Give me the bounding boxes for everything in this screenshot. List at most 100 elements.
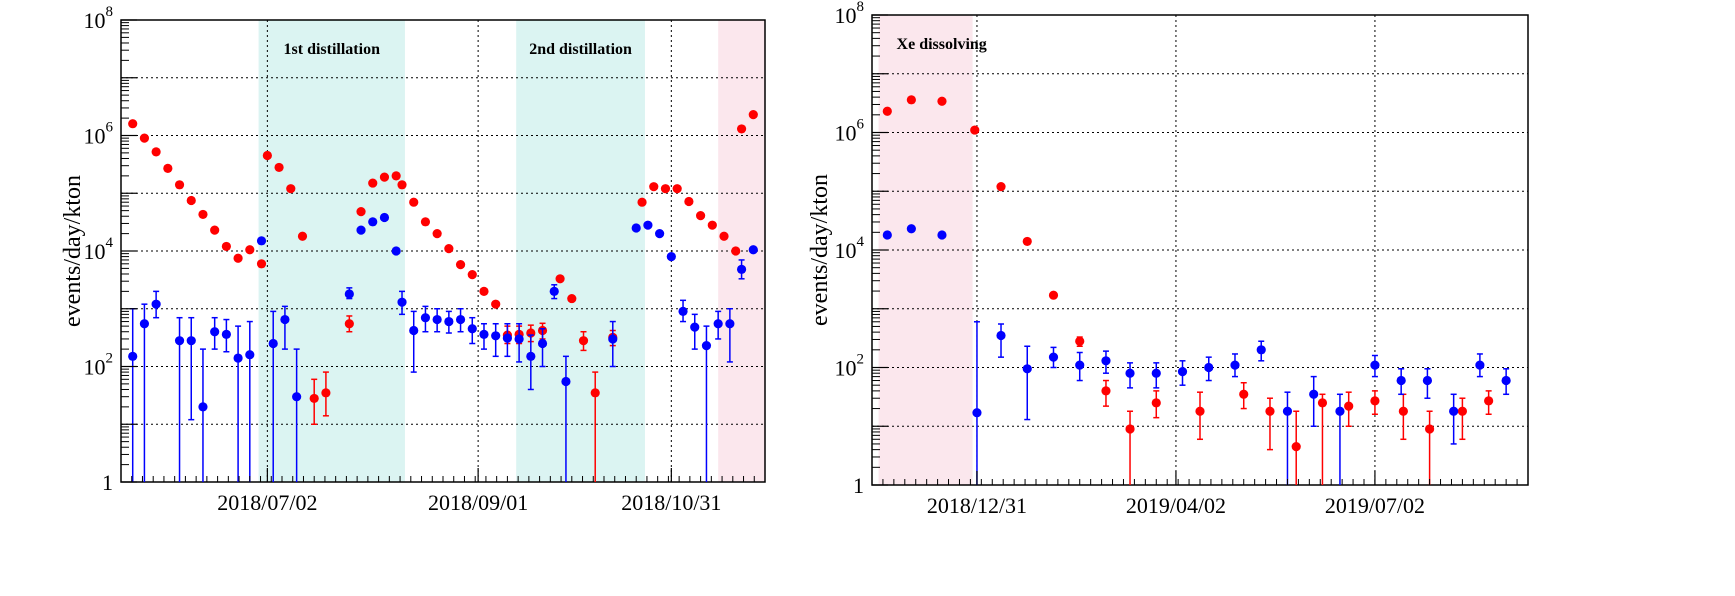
data-point: [1309, 375, 1319, 427]
marker: [221, 329, 231, 339]
marker: [210, 327, 220, 337]
data-point: [139, 133, 150, 143]
marker: [678, 306, 688, 316]
data-point: [502, 322, 512, 358]
data-point: [996, 323, 1006, 358]
marker: [748, 110, 758, 120]
marker: [432, 229, 442, 239]
data-point: [1101, 379, 1111, 407]
marker: [491, 331, 501, 341]
data-point: [1022, 236, 1032, 247]
marker: [701, 341, 712, 351]
data-point: [649, 182, 659, 192]
marker: [397, 180, 407, 190]
marker: [344, 289, 354, 299]
data-point: [432, 229, 442, 239]
marker: [128, 351, 138, 361]
period-label: Xe dissolving: [897, 36, 987, 53]
y-tick-label: 104: [835, 234, 865, 263]
marker: [631, 223, 641, 233]
data-point: [1075, 351, 1085, 382]
data-point: [1048, 290, 1059, 300]
shaded-period-0: [878, 15, 973, 485]
data-point: [221, 241, 231, 252]
data-point: [725, 308, 735, 363]
marker: [906, 95, 916, 105]
marker: [1151, 398, 1161, 408]
marker: [344, 319, 354, 329]
data-point: [970, 125, 980, 135]
data-point: [186, 316, 196, 421]
data-point: [660, 184, 671, 194]
data-point: [637, 197, 647, 207]
y-tick-label: 104: [84, 235, 114, 264]
marker: [479, 329, 489, 339]
marker: [690, 322, 700, 332]
marker: [637, 197, 647, 207]
x-tick-label: 2018/07/02: [217, 490, 317, 515]
y-tick-label: 108: [835, 0, 865, 28]
left-y-axis-label: events/day/kton: [60, 175, 86, 327]
marker: [996, 330, 1006, 341]
data-point: [713, 310, 723, 340]
marker: [660, 184, 671, 194]
right-panel: Xe dissolving 1 102 104 106 108 2018/12/31 201…: [807, 0, 1529, 518]
marker: [268, 338, 278, 349]
marker: [972, 408, 982, 418]
data-point: [906, 224, 916, 234]
data-point: [274, 162, 284, 173]
data-point: [631, 223, 641, 233]
data-point: [719, 231, 729, 241]
marker: [1022, 364, 1032, 374]
data-point: [379, 212, 390, 223]
data-point: [561, 355, 571, 482]
marker: [1256, 345, 1266, 355]
marker: [1151, 368, 1161, 378]
marker: [186, 195, 196, 206]
marker: [286, 184, 296, 194]
data-point: [368, 178, 378, 188]
marker: [937, 96, 947, 106]
marker: [882, 106, 892, 116]
data-point: [151, 290, 161, 319]
marker: [684, 196, 694, 207]
data-point: [1101, 350, 1111, 374]
data-point: [233, 253, 243, 263]
period-label: 2nd distillation: [529, 41, 632, 58]
marker: [502, 333, 512, 343]
data-point: [731, 246, 741, 256]
data-point: [1151, 362, 1161, 389]
data-point: [707, 220, 717, 230]
right-axes: 1 102 104 106 108 2018/12/31 2019/04/02 2019/07…: [835, 0, 1518, 518]
marker: [713, 319, 723, 329]
data-point: [309, 378, 319, 425]
marker: [696, 211, 706, 221]
data-point: [256, 236, 267, 246]
data-point: [590, 371, 600, 482]
marker: [1177, 367, 1188, 377]
shaded-period-1: [516, 20, 645, 482]
marker: [245, 350, 255, 360]
data-point: [163, 163, 173, 173]
marker: [1370, 360, 1380, 370]
data-point: [1125, 410, 1135, 485]
data-point: [1475, 353, 1485, 378]
marker: [280, 314, 290, 325]
data-point: [1230, 353, 1240, 378]
marker: [590, 388, 600, 398]
marker: [608, 334, 618, 344]
marker: [996, 181, 1006, 192]
data-point: [1422, 368, 1433, 399]
data-point: [684, 196, 694, 207]
data-point: [210, 316, 220, 350]
data-point: [379, 172, 390, 182]
data-point: [420, 217, 431, 227]
left-period-labels: 1st distillation 2nd distillation: [284, 41, 633, 58]
marker: [321, 388, 331, 398]
marker: [561, 376, 571, 387]
marker: [649, 182, 659, 192]
y-tick-label: 108: [84, 4, 114, 33]
data-point: [882, 230, 892, 240]
marker: [151, 147, 161, 157]
marker: [906, 224, 916, 234]
